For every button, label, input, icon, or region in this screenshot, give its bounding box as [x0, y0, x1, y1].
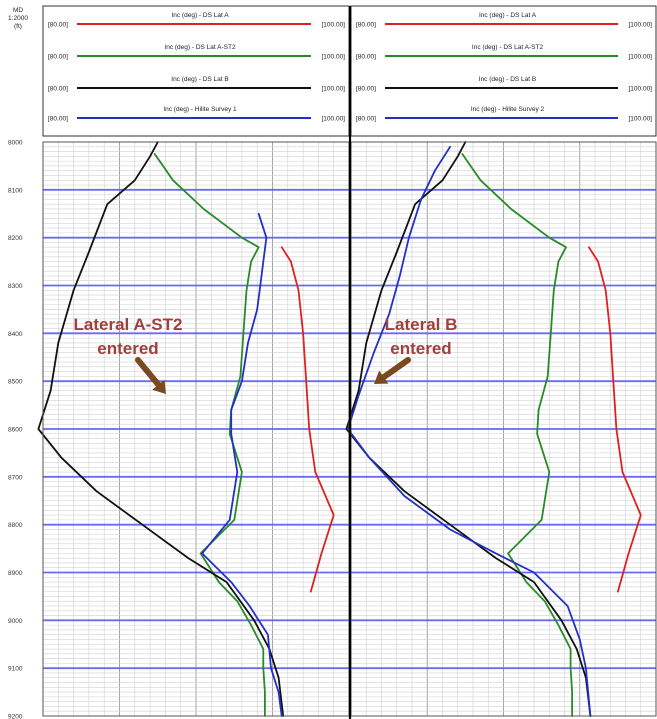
- depth-tick-label: 8400: [8, 331, 23, 338]
- legend-range-max-right-3: [100.00]: [629, 86, 653, 93]
- legend-range-min-left-1: [80.00]: [48, 22, 68, 29]
- legend-range-max-right-2: [100.00]: [629, 54, 653, 61]
- legend-range-max-left-2: [100.00]: [322, 54, 346, 61]
- annotation-left-line-1: Lateral A-ST2: [74, 315, 183, 334]
- depth-tick-label: 9000: [8, 618, 23, 625]
- legend-range-min-right-2: [80.00]: [356, 54, 376, 61]
- legend-range-max-left-4: [100.00]: [322, 116, 346, 123]
- legend-panel-right: [350, 5, 657, 137]
- depth-tick-label: 8600: [8, 427, 23, 434]
- legend-range-min-left-2: [80.00]: [48, 54, 68, 61]
- legend-label-right-1: Inc (deg) - DS Lat A: [479, 12, 537, 19]
- series-line-left-4: [201, 212, 283, 717]
- legend-range-min-left-3: [80.00]: [48, 86, 68, 93]
- legend-label-left-1: Inc (deg) - DS Lat A: [171, 12, 229, 19]
- legend-range-max-left-1: [100.00]: [322, 22, 346, 29]
- depth-tick-label: 9100: [8, 666, 23, 673]
- series-line-left-3: [37, 141, 285, 717]
- legend-range-min-right-1: [80.00]: [356, 22, 376, 29]
- annotation-arrow-left: [135, 357, 162, 388]
- legend-panel-left: [42, 5, 350, 137]
- depth-tick-label: 8500: [8, 379, 23, 386]
- depth-tick-label: 8000: [8, 140, 23, 147]
- legend-label-left-4: Inc (deg) - Hilite Survey 1: [163, 106, 237, 113]
- annotation-arrowhead-left: [152, 379, 166, 394]
- annotation-arrowhead-right: [374, 370, 389, 384]
- legend-range-max-right-4: [100.00]: [629, 116, 653, 123]
- legend-range-min-right-4: [80.00]: [356, 116, 376, 123]
- series-line-right-2: [461, 153, 573, 717]
- annotation-arrow-right: [380, 357, 411, 381]
- series-line-left-2: [153, 153, 266, 717]
- depth-tick-label: 8300: [8, 283, 23, 290]
- legend-label-left-2: Inc (deg) - DS Lat A-ST2: [164, 44, 236, 51]
- depth-tick-label: 8900: [8, 570, 23, 577]
- depth-tick-label: 8800: [8, 522, 23, 529]
- legend-label-right-2: Inc (deg) - DS Lat A-ST2: [472, 44, 544, 51]
- annotation-right-line-2: entered: [390, 339, 451, 358]
- legend-range-max-left-3: [100.00]: [322, 86, 346, 93]
- annotation-left-line-2: entered: [97, 339, 158, 358]
- header-scale-label: 1:2000: [8, 15, 28, 22]
- legend-label-left-3: Inc (deg) - DS Lat B: [171, 76, 228, 83]
- header-md-label: MD: [13, 7, 23, 14]
- series-line-left-1: [280, 246, 335, 593]
- legend-range-max-right-1: [100.00]: [629, 22, 653, 29]
- legend-label-right-3: Inc (deg) - DS Lat B: [479, 76, 536, 83]
- legend-label-right-4: Inc (deg) - Hilite Survey 2: [471, 106, 545, 113]
- series-line-right-1: [588, 246, 642, 593]
- depth-tick-label: 9200: [8, 714, 23, 719]
- depth-tick-label: 8700: [8, 474, 23, 481]
- depth-tick-label: 8100: [8, 187, 23, 194]
- series-line-right-4: [346, 145, 592, 717]
- legend-range-min-right-3: [80.00]: [356, 86, 376, 93]
- annotation-right-line-1: Lateral B: [385, 315, 458, 334]
- depth-tick-label: 8200: [8, 235, 23, 242]
- legend-range-min-left-4: [80.00]: [48, 116, 68, 123]
- header-unit-label: (ft): [14, 23, 22, 30]
